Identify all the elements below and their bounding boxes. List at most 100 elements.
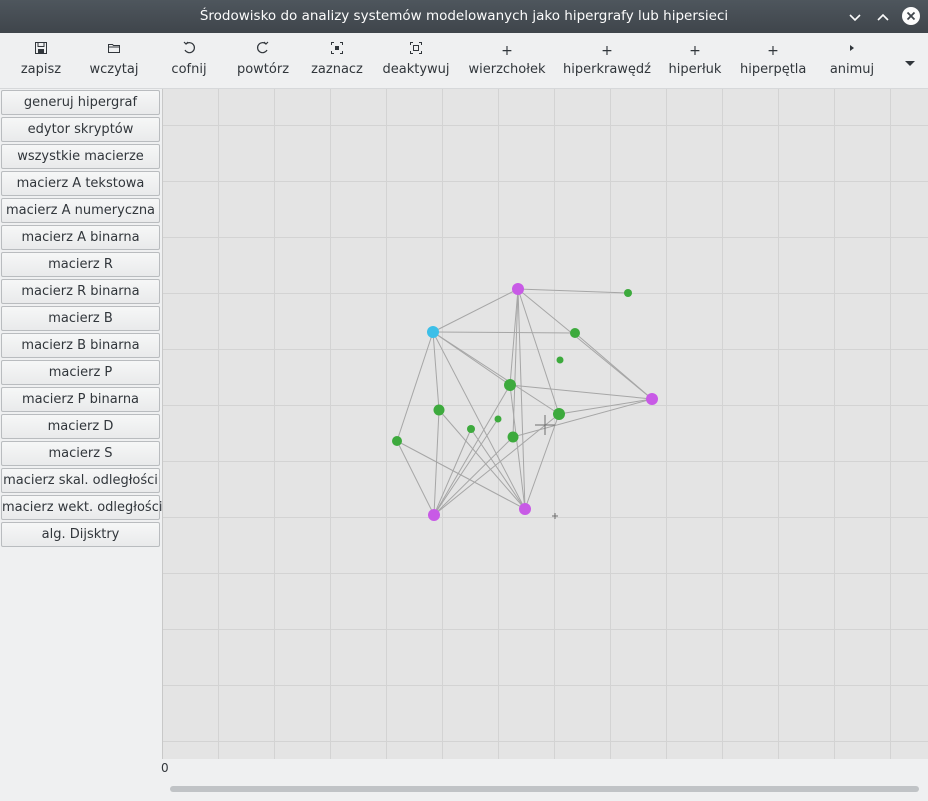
dijkstra-algorithm-button[interactable]: alg. Dijsktry xyxy=(1,522,160,547)
add-hyperloop-label: hiperpętla xyxy=(740,62,807,77)
vertex-node[interactable] xyxy=(556,356,564,364)
scroll-position-label: 0 xyxy=(161,761,169,775)
horizontal-scrollbar[interactable] xyxy=(170,786,919,792)
undo-label: cofnij xyxy=(171,62,207,77)
matrix-b-binary-button[interactable]: macierz B binarna xyxy=(1,333,160,358)
save-label: zapisz xyxy=(20,62,62,77)
vertex-node[interactable] xyxy=(504,379,516,391)
minimize-button[interactable] xyxy=(844,6,866,28)
matrix-s-button[interactable]: macierz S xyxy=(1,441,160,466)
edge xyxy=(433,428,472,516)
script-editor-button[interactable]: edytor skryptów xyxy=(1,117,160,142)
hyperedge-node[interactable] xyxy=(512,283,524,295)
matrix-p-button[interactable]: macierz P xyxy=(1,360,160,385)
edge xyxy=(438,409,526,510)
edge xyxy=(396,440,435,516)
select-icon xyxy=(310,41,364,61)
edge xyxy=(509,384,653,400)
load-label: wczytaj xyxy=(89,62,139,77)
matrix-a-numeric-button[interactable]: macierz A numeryczna xyxy=(1,198,160,223)
vertex-node[interactable] xyxy=(507,431,519,443)
edge xyxy=(470,428,526,510)
edge xyxy=(432,331,526,510)
all-matrices-button[interactable]: wszystkie macierze xyxy=(1,144,160,169)
edge xyxy=(517,288,629,294)
edge xyxy=(574,332,653,400)
add-hyperedge-label: hiperkrawędź xyxy=(563,62,651,77)
chevron-down-icon xyxy=(849,14,861,22)
add-vertex-label: wierzchołek xyxy=(468,62,546,77)
add-hyperloop-button[interactable]: + hiperpętla xyxy=(740,33,806,88)
redo-label: powtórz xyxy=(236,62,290,77)
close-button[interactable] xyxy=(902,7,920,25)
add-hyperarc-button[interactable]: + hiperłuk xyxy=(667,33,723,88)
plus-icon: + xyxy=(767,43,779,59)
hyperedge-node[interactable] xyxy=(428,509,440,521)
vertex-node[interactable] xyxy=(467,425,475,433)
vertex-node[interactable] xyxy=(624,289,632,297)
edge xyxy=(396,331,434,442)
crosshair-cursor xyxy=(535,415,555,435)
load-button[interactable]: wczytaj xyxy=(84,33,144,88)
edge xyxy=(433,413,560,516)
select-button[interactable]: zaznacz xyxy=(310,33,364,88)
matrix-a-text-button[interactable]: macierz A tekstowa xyxy=(1,171,160,196)
vertex-node[interactable] xyxy=(494,415,502,423)
redo-icon xyxy=(234,41,292,61)
matrix-r-button[interactable]: macierz R xyxy=(1,252,160,277)
scalar-distance-matrix-button[interactable]: macierz skal. odległości xyxy=(1,468,160,493)
edge xyxy=(433,384,511,516)
add-hyperedge-button[interactable]: + hiperkrawędź xyxy=(563,33,651,88)
deselect-icon xyxy=(382,41,450,61)
deactivate-label: deaktywuj xyxy=(382,62,450,77)
hypergraph-drawing xyxy=(392,283,658,521)
toolbar-overflow-button[interactable] xyxy=(900,53,920,73)
vertices xyxy=(392,283,658,521)
vertex-node[interactable] xyxy=(570,328,580,338)
graph-canvas[interactable] xyxy=(162,89,928,759)
small-marker xyxy=(552,513,558,519)
edge xyxy=(509,384,526,510)
vector-distance-matrix-button[interactable]: macierz wekt. odległości xyxy=(1,495,162,520)
animate-button[interactable]: animuj xyxy=(828,33,876,88)
close-icon xyxy=(906,11,916,21)
vertex-node[interactable] xyxy=(433,404,445,416)
animate-label: animuj xyxy=(829,62,875,77)
edge xyxy=(524,413,560,510)
arrow-down-icon xyxy=(905,61,915,66)
save-icon xyxy=(16,41,66,61)
folder-icon xyxy=(84,41,144,61)
add-hyperarc-label: hiperłuk xyxy=(668,62,722,77)
edge xyxy=(512,398,653,438)
vertex-node[interactable] xyxy=(392,436,402,446)
maximize-button[interactable] xyxy=(872,6,894,28)
edge xyxy=(517,288,653,400)
matrix-r-binary-button[interactable]: macierz R binarna xyxy=(1,279,160,304)
deactivate-button[interactable]: deaktywuj xyxy=(382,33,450,88)
edge xyxy=(517,288,560,415)
redo-button[interactable]: powtórz xyxy=(234,33,292,88)
plus-icon: + xyxy=(689,43,701,59)
edge xyxy=(432,288,519,333)
hyperedge-node[interactable] xyxy=(519,503,531,515)
edge xyxy=(512,288,519,438)
matrix-a-binary-button[interactable]: macierz A binarna xyxy=(1,225,160,250)
edge xyxy=(433,418,499,516)
matrix-d-button[interactable]: macierz D xyxy=(1,414,160,439)
generate-hypergraph-button[interactable]: generuj hipergraf xyxy=(1,90,160,115)
chevron-up-icon xyxy=(877,13,889,21)
undo-button[interactable]: cofnij xyxy=(164,33,214,88)
add-vertex-button[interactable]: + wierzchołek xyxy=(468,33,546,88)
edge xyxy=(432,331,440,411)
title-bar: Środowisko do analizy systemów modelowan… xyxy=(0,0,928,33)
matrix-p-binary-button[interactable]: macierz P binarna xyxy=(1,387,160,412)
edges xyxy=(396,288,653,516)
selected-node[interactable] xyxy=(427,326,439,338)
vertex-node[interactable] xyxy=(553,408,565,420)
matrix-b-button[interactable]: macierz B xyxy=(1,306,160,331)
undo-icon xyxy=(164,41,214,61)
edge xyxy=(432,331,576,334)
toolbar: zapisz wczytaj cofnij powtórz zaznacz de… xyxy=(0,33,928,89)
hyperedge-node[interactable] xyxy=(646,393,658,405)
save-button[interactable]: zapisz xyxy=(16,33,66,88)
